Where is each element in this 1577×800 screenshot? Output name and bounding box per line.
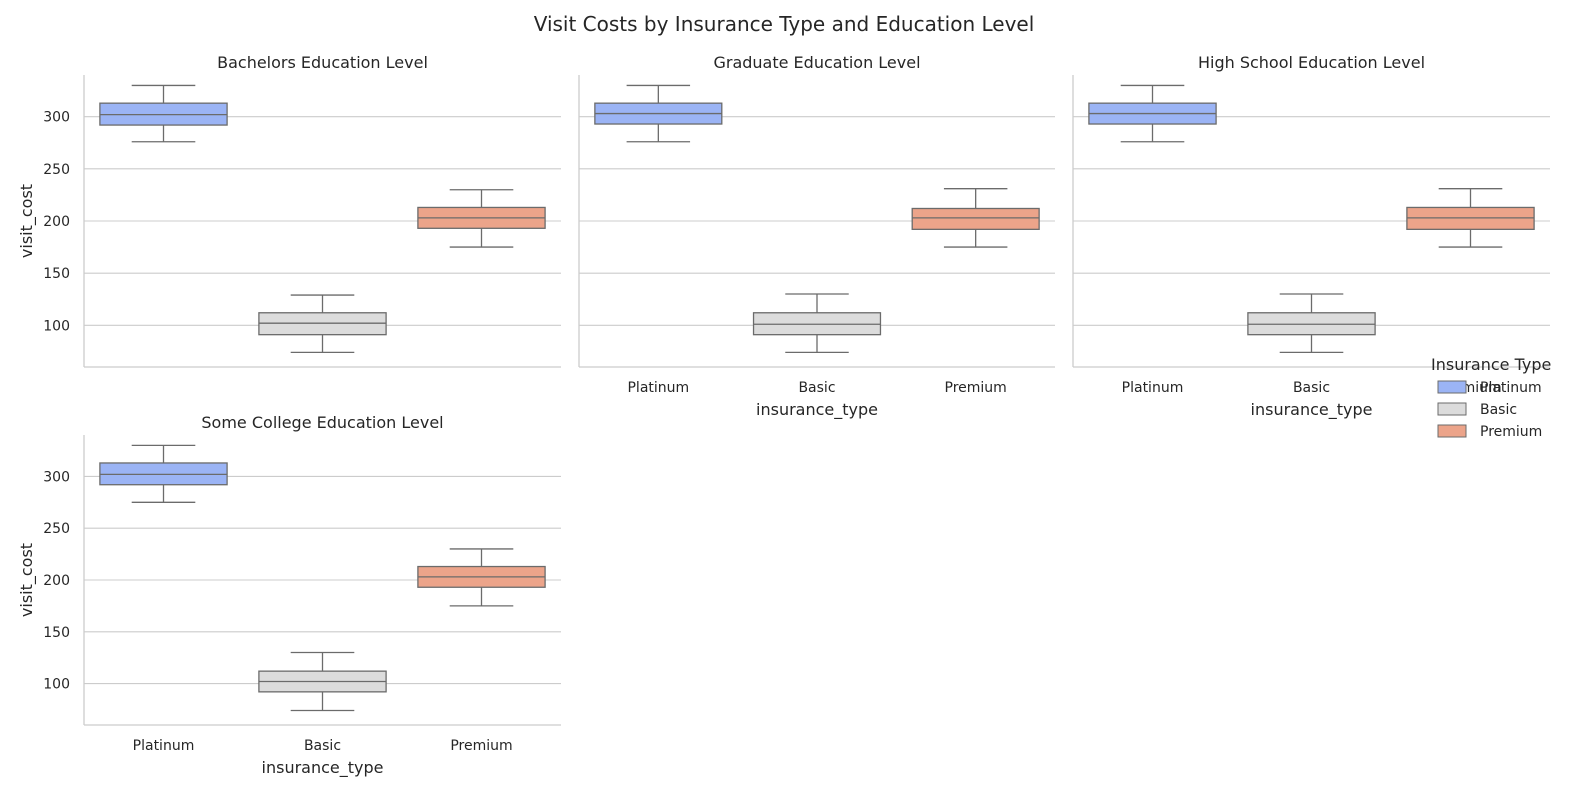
legend-title: Insurance Type [1431,355,1551,374]
facet-panel: High School Education Level Platinum Basic… [1072,53,1550,420]
legend-item-platinum: Platinum [1437,380,1542,396]
facet-panel: Some College Education Level 100 150 200 250… [17,413,561,778]
legend-label: Premium [1480,424,1542,440]
box-premium [911,188,1040,248]
x-tick-label: Premium [450,738,512,754]
box-iqr [911,207,1040,230]
legend-swatch [1437,380,1467,394]
legend-label: Platinum [1480,380,1542,396]
x-tick-label: Basic [798,380,835,396]
x-axis-title: insurance_type [1251,400,1373,420]
panel-title: High School Education Level [1198,53,1425,72]
box-basic [258,651,387,712]
y-tick-label: 100 [43,677,70,693]
y-tick-label: 200 [43,214,70,230]
box-basic [752,293,882,354]
box-platinum [99,84,228,143]
y-tick-label: 150 [43,625,70,641]
y-tick-label: 150 [43,266,70,282]
x-tick-label: Basic [304,738,341,754]
x-tick-label: Platinum [1122,380,1184,396]
y-tick-label: 300 [43,110,70,126]
legend-swatch [1437,402,1467,416]
legend-item-premium: Premium [1437,424,1542,440]
panel-title: Bachelors Education Level [217,53,428,72]
x-tick-label: Basic [1293,380,1330,396]
y-tick-label: 200 [43,573,70,589]
box-basic [258,294,387,354]
y-tick-label: 250 [43,521,70,537]
legend-swatch [1437,424,1467,438]
facet-panel: Graduate Education Level Platinum Basic Pre… [578,53,1055,420]
y-tick-label: 250 [43,162,70,178]
legend-item-basic: Basic [1437,402,1517,418]
x-axis-title: insurance_type [756,400,878,420]
box-premium [417,548,546,607]
x-axis-title: insurance_type [262,758,384,778]
y-axis-title: visit_cost [17,184,37,258]
x-tick-label: Premium [945,380,1007,396]
legend-label: Basic [1480,402,1517,418]
box-premium [417,189,546,248]
facet-panel: Bachelors Education Level 100 150 200 250 300… [17,53,561,368]
box-premium [1406,188,1535,248]
legend: Insurance Type Platinum Basic Premium [1431,355,1551,440]
chart-title: Visit Costs by Insurance Type and Educat… [534,12,1035,36]
y-tick-label: 300 [43,469,70,485]
panel-title: Graduate Education Level [713,53,920,72]
x-tick-label: Platinum [627,380,689,396]
box-basic [1247,293,1376,354]
box-platinum [99,444,228,503]
facet-grid: Bachelors Education Level 100 150 200 250 300… [17,53,1550,778]
y-tick-label: 100 [43,318,70,334]
box-platinum [1088,84,1217,143]
y-axis-title: visit_cost [17,543,37,617]
x-tick-label: Platinum [133,738,195,754]
box-platinum [594,84,723,143]
panel-title: Some College Education Level [201,413,443,432]
